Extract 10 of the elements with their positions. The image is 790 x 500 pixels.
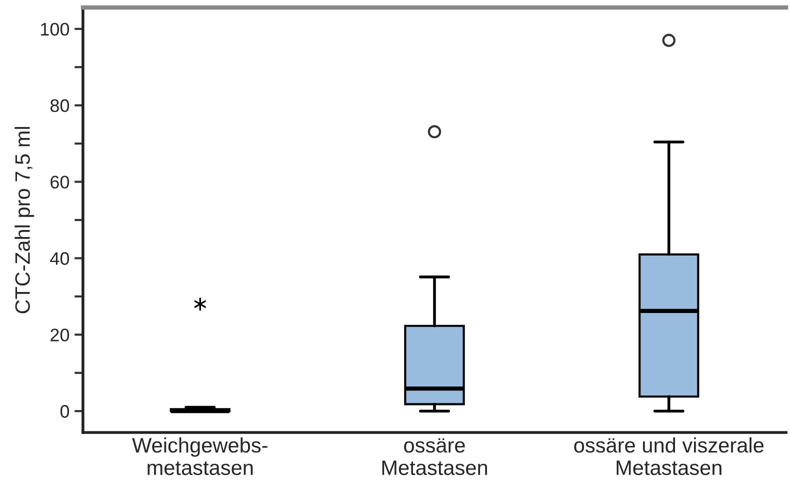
x-tick-label: ossäre und viszerale Metastasen	[574, 437, 764, 476]
y-tick-label: 80	[50, 99, 70, 112]
y-tick-label: 40	[50, 252, 70, 265]
y-tick-label: 0	[60, 405, 70, 418]
x-tick-label: Weichgewebs- metastasen	[132, 437, 268, 476]
y-tick-label: 20	[50, 328, 70, 342]
y-tick-label: 100	[41, 22, 70, 36]
y-tick-label: 60	[50, 176, 70, 188]
x-tick-label: ossäre Metastasen	[382, 438, 487, 476]
y-axis-title: CTC-Zahl pro 7,5 ml	[14, 127, 34, 314]
